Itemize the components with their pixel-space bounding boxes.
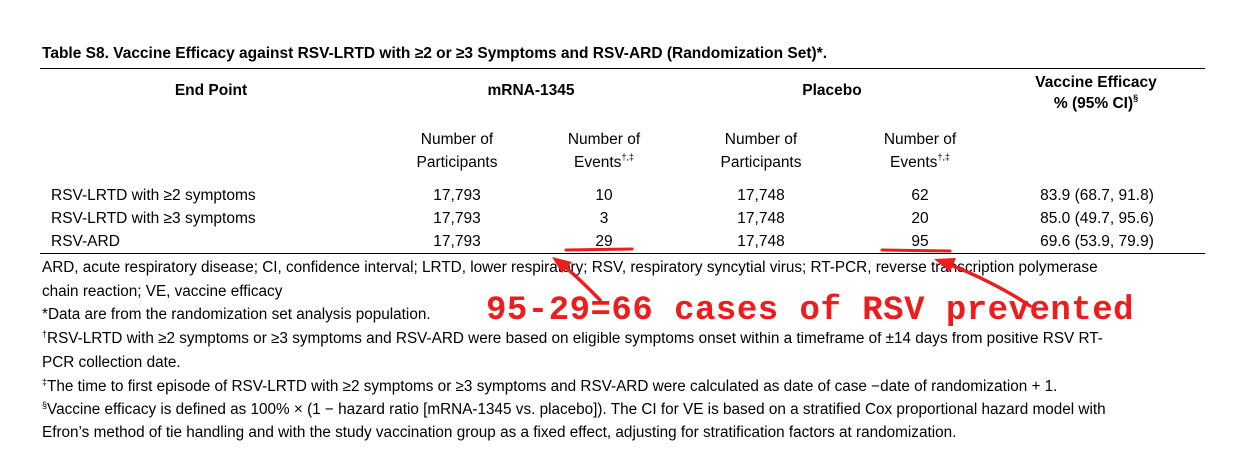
- footnote-star: *Data are from the randomization set ana…: [42, 306, 431, 323]
- row-2-mrna-events: 3: [599, 210, 609, 227]
- underline-95: [880, 248, 952, 253]
- arrow-to-95: [946, 262, 1032, 308]
- arrow-head-29: [552, 257, 572, 273]
- row-3-ve: 69.6 (53.9, 79.9): [1040, 233, 1154, 250]
- footnote-section-line1: §Vaccine efficacy is defined as 100% × (…: [42, 400, 1106, 419]
- dagger-mark: †: [42, 329, 48, 339]
- row-2-mrna-participants: 17,793: [433, 210, 481, 227]
- row-2-placebo-participants: 17,748: [737, 210, 785, 227]
- row-3-endpoint: RSV-ARD: [51, 233, 120, 250]
- header-placebo-participants: Number of Participants: [720, 131, 802, 171]
- footnote-dagger-line1: †RSV-LRTD with ≥2 symptoms or ≥3 symptom…: [42, 329, 1103, 348]
- row-1-placebo-events: 62: [911, 187, 929, 204]
- row-3-placebo-participants: 17,748: [737, 233, 785, 250]
- footnote-double-dagger: ‡The time to first episode of RSV-LRTD w…: [42, 377, 1058, 396]
- table-top-rule: [40, 68, 1205, 69]
- footnote-abbreviations-line2: chain reaction; VE, vaccine efficacy: [42, 283, 283, 300]
- row-1-mrna-participants: 17,793: [433, 187, 481, 204]
- header-placebo: Placebo: [802, 82, 862, 99]
- row-1-placebo-participants: 17,748: [737, 187, 785, 204]
- row-3-placebo-events: 95: [911, 233, 929, 250]
- row-2-placebo-events: 20: [911, 210, 929, 227]
- annotation-text: 95-29=66 cases of RSV prevented: [486, 292, 1135, 330]
- header-placebo-events: Number of Events†,‡: [883, 131, 957, 171]
- row-2-endpoint: RSV-LRTD with ≥3 symptoms: [51, 210, 256, 227]
- dagger-mark: †,‡: [937, 152, 950, 162]
- row-1-ve: 83.9 (68.7, 91.8): [1040, 187, 1154, 204]
- header-mrna-participants: Number of Participants: [416, 131, 498, 171]
- section-mark: §: [42, 400, 48, 410]
- double-dagger-mark: ‡: [42, 377, 48, 387]
- header-mrna-events: Number of Events†,‡: [567, 131, 641, 171]
- header-ve-line2: % (95% CI)§: [1053, 93, 1139, 113]
- section-mark: §: [1133, 93, 1139, 103]
- row-3-mrna-participants: 17,793: [433, 233, 481, 250]
- row-1-endpoint: RSV-LRTD with ≥2 symptoms: [51, 187, 256, 204]
- footnote-abbreviations-line1: ARD, acute respiratory disease; CI, conf…: [42, 259, 1098, 276]
- row-1-mrna-events: 10: [595, 187, 613, 204]
- table-caption: Table S8. Vaccine Efficacy against RSV-L…: [42, 45, 828, 62]
- header-endpoint: End Point: [174, 82, 248, 99]
- header-ve-line1: Vaccine Efficacy: [1035, 74, 1157, 91]
- table-bottom-rule: [40, 253, 1205, 254]
- header-vaccine-efficacy: Vaccine Efficacy % (95% CI)§: [1035, 72, 1157, 114]
- annotation-backdrop: [482, 296, 1222, 332]
- header-mrna: mRNA-1345: [487, 82, 575, 99]
- row-2-ve: 85.0 (49.7, 95.6): [1040, 210, 1154, 227]
- underline-29: [564, 247, 634, 252]
- row-3-mrna-events: 29: [595, 233, 613, 250]
- arrow-head-95: [934, 258, 956, 272]
- dagger-mark: †,‡: [621, 152, 634, 162]
- footnote-section-line2: Efron’s method of tie handling and with …: [42, 424, 957, 441]
- footnote-dagger-line2: PCR collection date.: [42, 354, 181, 371]
